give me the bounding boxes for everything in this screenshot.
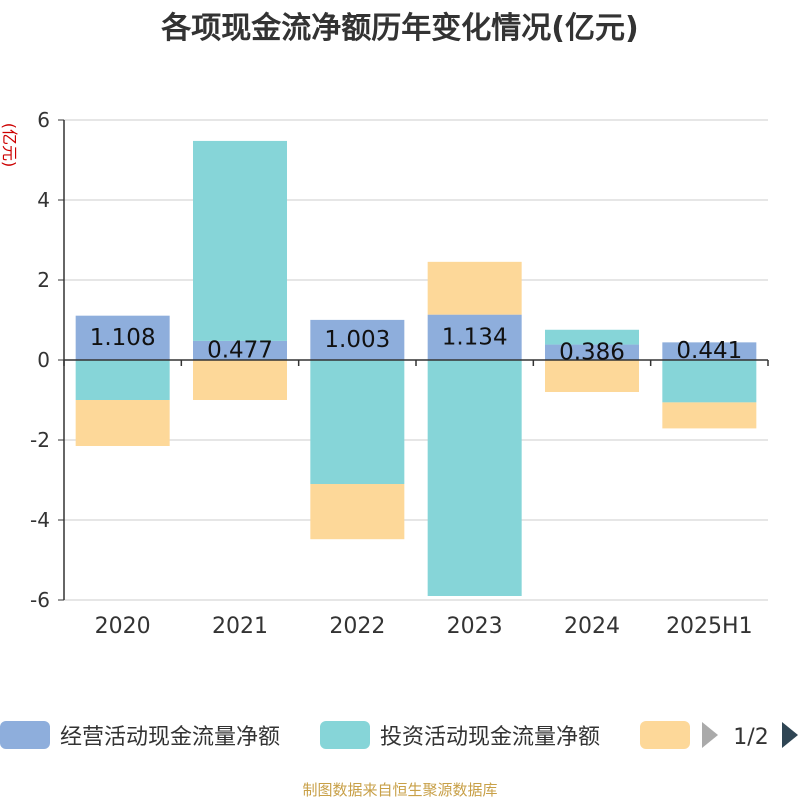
bar-0-5 xyxy=(662,342,757,360)
x-tick-label: 2025H1 xyxy=(666,614,753,639)
legend-page: 1/2 xyxy=(733,725,768,750)
bar-0-0 xyxy=(75,315,170,360)
legend-swatch-2 xyxy=(640,721,690,749)
bar-1-5 xyxy=(662,360,757,403)
x-tick-label: 2020 xyxy=(95,614,151,639)
data-label: 0.477 xyxy=(207,337,273,363)
bar-0-4 xyxy=(545,344,639,360)
bar-0-1 xyxy=(193,340,287,360)
x-tick-label: 2022 xyxy=(329,614,385,639)
bar-2-3 xyxy=(427,261,522,315)
data-label: 1.108 xyxy=(90,325,156,351)
y-tick-label: -6 xyxy=(30,588,50,612)
bar-2-0 xyxy=(75,400,170,446)
axes xyxy=(63,120,769,600)
data-label: 0.386 xyxy=(559,339,625,365)
bar-2-1 xyxy=(193,360,287,400)
bar-1-4 xyxy=(545,329,639,345)
data-labels: 1.108 0.477 1.003 1.134 0.386 0.441 xyxy=(90,324,743,365)
source-note: 制图数据来自恒生聚源数据库 xyxy=(302,781,497,799)
bar-2-2 xyxy=(310,484,405,540)
bars xyxy=(75,140,757,596)
data-label: 1.003 xyxy=(324,327,390,353)
bar-1-2 xyxy=(310,360,405,484)
y-axis-label: (亿元) xyxy=(0,123,19,168)
x-tick-label: 2024 xyxy=(564,614,620,639)
data-label: 0.441 xyxy=(676,338,742,364)
data-label: 1.134 xyxy=(442,324,508,350)
bar-1-1 xyxy=(193,140,287,341)
y-tick-label: 4 xyxy=(37,188,50,212)
y-tick-label: 2 xyxy=(37,268,50,292)
legend-label-1: 投资活动现金流量净额 xyxy=(380,725,600,750)
y-tick-label: 0 xyxy=(37,348,50,372)
bar-1-3 xyxy=(427,360,522,596)
bar-0-3 xyxy=(427,314,522,360)
y-tick-label: -4 xyxy=(30,508,50,532)
bar-2-4 xyxy=(545,360,639,392)
tick-labels: -6 -4 -2 0 2 4 6 2020 2021 2022 2023 2024 2025H1 xyxy=(30,108,753,639)
legend: 经营活动现金流量净额 投资活动现金流量净额 1/2 xyxy=(0,721,798,750)
legend-swatch-1 xyxy=(320,721,370,749)
chart-title: 各项现金流净额历年变化情况(亿元) xyxy=(160,11,638,46)
grid xyxy=(58,119,768,601)
y-tick-label: 6 xyxy=(37,108,50,132)
legend-swatch-0 xyxy=(0,721,50,749)
bar-0-2 xyxy=(310,319,405,360)
legend-label-0: 经营活动现金流量净额 xyxy=(60,725,280,750)
bar-2-5 xyxy=(662,402,757,429)
legend-next-icon xyxy=(782,722,798,748)
y-tick-label: -2 xyxy=(30,428,50,452)
legend-prev-icon xyxy=(702,722,718,748)
bar-1-0 xyxy=(75,360,170,400)
x-tick-label: 2021 xyxy=(212,614,268,639)
x-tick-label: 2023 xyxy=(447,614,503,639)
